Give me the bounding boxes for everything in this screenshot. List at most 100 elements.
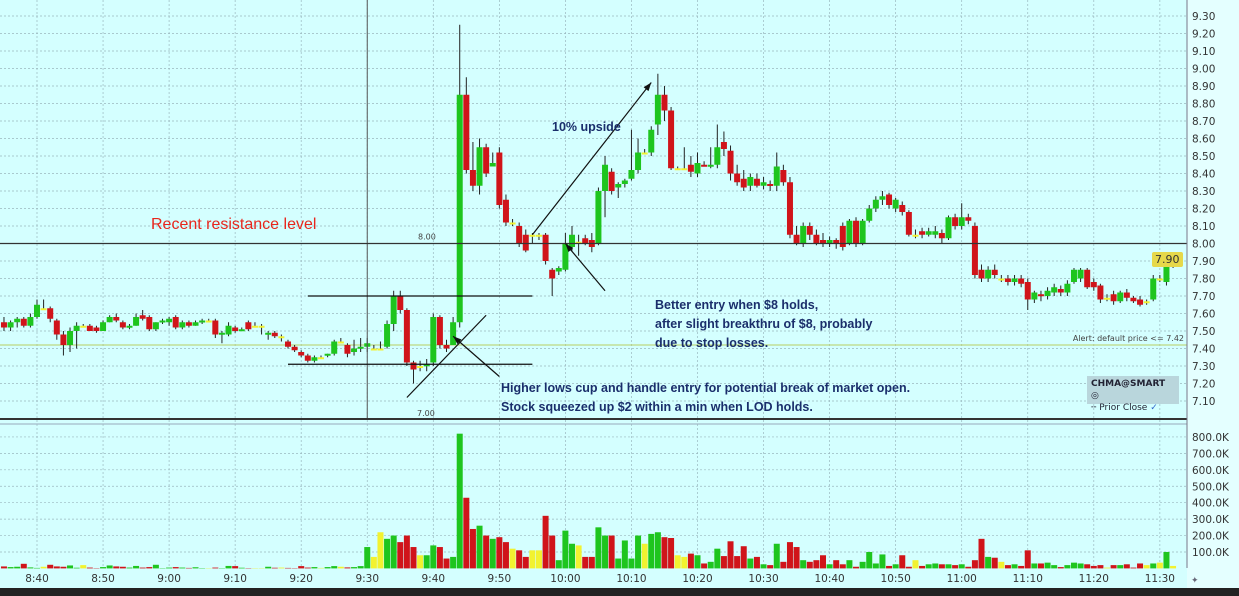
volume-bar: [1044, 562, 1051, 569]
volume-bar: [1137, 563, 1144, 569]
volume-bar: [331, 566, 338, 569]
candle-body: [258, 325, 265, 328]
candle-body: [476, 147, 483, 186]
candle-body: [833, 240, 840, 244]
candle-body: [694, 163, 701, 174]
volume-bar: [133, 565, 140, 569]
volume-bar: [192, 567, 199, 569]
volume-bar: [1077, 563, 1084, 569]
candle-body: [238, 329, 245, 332]
volume-axis: 800.0K 700.0K 600.0K 500.0K 400.0K 300.0K 200.…: [1192, 432, 1230, 559]
volume-bar: [648, 533, 655, 569]
candle-body: [278, 336, 285, 339]
candle-body: [740, 178, 747, 188]
time-tick-label: 10:20: [682, 573, 712, 585]
candle-body: [819, 240, 826, 244]
volume-bar: [516, 550, 523, 569]
volume-bar: [800, 560, 807, 569]
candle-body: [271, 332, 278, 337]
candle-body: [20, 318, 27, 326]
price-tick-label: 8.60: [1192, 134, 1215, 146]
volume-bar: [450, 556, 457, 569]
candle-body: [866, 208, 873, 221]
candle-body: [912, 234, 919, 237]
candle-body: [469, 170, 476, 186]
volume-bar: [126, 567, 133, 569]
volume-bar: [146, 567, 153, 569]
candle-body: [377, 348, 384, 351]
time-tick-label: 9:40: [422, 573, 446, 585]
volume-bar: [529, 550, 536, 569]
candle-body: [496, 152, 503, 205]
volume-bar: [793, 547, 800, 569]
candle-body: [113, 317, 120, 321]
study-legend[interactable]: CHMA@SMART ◎ ╌ Prior Close ✓: [1087, 376, 1179, 413]
candle-body: [998, 278, 1005, 281]
axis-settings-icon[interactable]: ✦: [1191, 576, 1199, 586]
volume-bar: [502, 542, 509, 569]
volume-bar: [20, 563, 27, 569]
arrow-head: [453, 336, 462, 345]
annotation-resistance: Recent resistance level: [151, 216, 317, 233]
volume-bar: [14, 566, 21, 569]
volume-bar: [337, 566, 344, 569]
annotation-upside: 10% upside: [552, 120, 621, 134]
volume-bar: [773, 543, 780, 569]
candle-body: [0, 322, 7, 328]
volume-bar: [397, 542, 404, 569]
time-tick-label: 10:30: [748, 573, 778, 585]
price-tick-label: 8.00: [1192, 239, 1215, 251]
price-tick-label: 8.80: [1192, 99, 1215, 111]
candle-body: [139, 315, 146, 319]
volume-bar: [555, 560, 562, 569]
annotation-line: Stock squeezed up $2 within a min when L…: [501, 400, 813, 414]
candle-body: [179, 322, 186, 328]
volume-bar: [67, 565, 74, 569]
candle-body: [509, 222, 516, 225]
candle-body: [846, 220, 853, 244]
volume-bar: [225, 565, 232, 569]
candle-body: [265, 332, 272, 335]
volume-tick-label: 700.0K: [1192, 448, 1230, 460]
candle-body: [707, 164, 714, 167]
volume-bar: [767, 565, 774, 569]
volume-bar: [694, 555, 701, 569]
volume-bar: [562, 530, 569, 569]
volume-bar: [1117, 565, 1124, 569]
volume-bar: [1024, 550, 1031, 569]
candle-body: [681, 168, 688, 171]
legend-prior-close: ╌ Prior Close ✓: [1091, 403, 1158, 413]
volume-bar: [1057, 567, 1064, 569]
candle-body: [621, 180, 628, 184]
volume-bar: [344, 567, 351, 569]
volume-tick-label: 600.0K: [1192, 465, 1230, 477]
candle-body: [93, 327, 100, 331]
candle-body: [661, 94, 668, 111]
candle-body: [978, 269, 985, 279]
volume-bar: [377, 532, 384, 569]
volume-bar: [53, 566, 60, 569]
candle-body: [1104, 297, 1111, 300]
candle-body: [318, 357, 325, 360]
volume-bar: [886, 565, 893, 569]
candle-body: [1064, 283, 1071, 293]
candle-body: [40, 308, 47, 311]
candle-body: [628, 170, 635, 179]
candle-body: [245, 322, 252, 330]
volume-bar: [661, 537, 668, 569]
candle-body: [73, 325, 80, 331]
candle-body: [535, 234, 542, 237]
candle-body: [417, 366, 424, 368]
volume-bar: [760, 564, 767, 569]
price-tick-label: 8.20: [1192, 204, 1215, 216]
candle-body: [80, 325, 87, 328]
alert-label: Alert: default price <= 7.42: [1073, 334, 1184, 343]
candle-body: [351, 348, 358, 352]
volume-bar: [932, 563, 939, 569]
volume-bar: [417, 555, 424, 569]
volume-bar: [1110, 565, 1117, 569]
candle-body: [720, 142, 727, 149]
scrollbar[interactable]: [0, 588, 1239, 596]
candle-body: [687, 164, 694, 172]
